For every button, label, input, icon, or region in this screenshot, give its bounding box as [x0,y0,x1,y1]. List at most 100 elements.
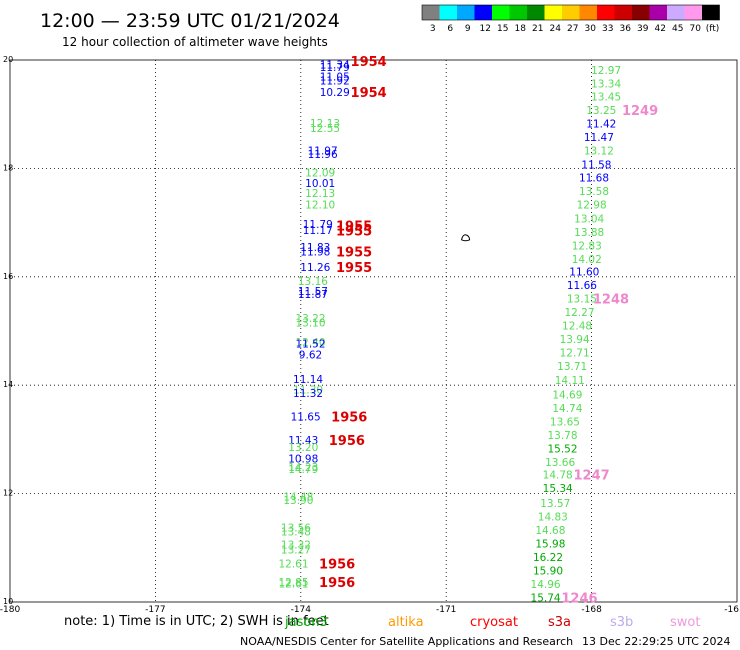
x-tick-label: -174 [291,605,312,615]
y-tick-label: 14 [3,380,13,389]
wave-height-value: 11.30 [293,385,323,397]
wave-height-value: 13.66 [545,457,575,469]
wave-height-value: 13.65 [550,417,580,429]
scale-swatch-33 [597,5,615,20]
wave-height-value: 11.97 [308,146,338,158]
scale-swatch-18 [509,5,527,20]
scale-unit: (ft) [706,24,720,34]
wave-height-value: 14.69 [552,389,582,401]
x-tick-label: -16 [724,605,739,615]
map-markers [461,234,471,242]
scale-swatch-max [702,5,720,20]
wave-height-value: 14.78 [543,470,573,482]
scale-label: 9 [465,24,471,34]
pass-number-label: 1247 [574,469,610,484]
chart-subtitle: 12 hour collection of altimeter wave hei… [62,35,328,49]
scale-label: 36 [620,24,632,34]
wave-height-value: 11.79 [320,62,350,74]
x-tick-label: -168 [581,605,602,615]
wave-height-value: 12.13 [310,118,340,130]
wave-height-value: 11.32 [293,388,323,400]
pass-number-label: 1248 [593,292,629,307]
y-tick-label: 20 [3,55,13,64]
axis-ticks: -180 -177 -174 -171 -168 -16 10 12 14 16 18 20 [0,55,739,615]
wave-height-value: 11.26 [300,262,330,274]
scale-swatch-39 [632,5,650,20]
wave-height-value: 13.25 [586,105,616,117]
x-tick-label: -177 [145,605,165,615]
pass-number-label: 1956 [319,576,355,591]
scale-swatch-70 [684,5,702,20]
scale-label: 42 [655,24,666,34]
wave-height-value: 11.58 [581,160,611,172]
wave-height-value: 11.57 [298,286,328,298]
scale-swatch-3 [422,5,440,20]
y-tick-label: 16 [3,272,13,281]
wave-height-value: 12.40 [295,337,325,349]
satellite-legend-altika: altika [388,615,424,630]
wave-height-values: 11.3411.7911.0511.9210.2912.1312.5511.97… [278,59,621,604]
wave-height-value: 14.02 [572,254,602,266]
satellite-legend-s3a: s3a [548,615,571,630]
pass-number-label: 1955 [336,225,372,240]
wave-height-value: 10.01 [305,178,335,190]
scale-swatch-12 [474,5,492,20]
scale-swatch-30 [579,5,597,20]
wave-height-value: 12.61 [278,579,308,591]
scale-label: 70 [690,24,702,34]
pass-number-label: 1954 [351,55,387,70]
wave-height-value: 14.48 [283,491,313,503]
wave-height-value: 13.12 [584,146,614,158]
scale-label: 18 [515,24,527,34]
wave-height-value: 10.29 [320,87,350,99]
wave-height-value: 13.20 [288,442,318,454]
scale-swatch-24 [544,5,562,20]
wave-height-value: 11.66 [567,280,597,292]
pass-number-label: 1246 [561,592,597,607]
satellite-legend-s3b: s3b [610,615,633,630]
wave-height-value: 11.98 [300,246,330,258]
wave-height-value: 13.10 [295,317,325,329]
wave-height-value: 12.97 [591,65,621,77]
wave-height-value: 12.09 [305,168,335,180]
pass-number-label: 1249 [622,104,658,119]
wave-height-value: 13.22 [295,313,325,325]
wave-height-value: 13.88 [574,227,604,239]
wave-height-value: 12.85 [278,577,308,589]
wave-height-value: 13.34 [591,78,621,90]
wave-height-value: 15.74 [531,593,561,605]
plot-frame [9,59,738,603]
wave-height-value: 11.43 [288,435,318,447]
scale-swatch-15 [492,5,510,20]
wave-height-value: 13.16 [298,276,328,288]
wave-height-value: 11.83 [300,242,330,254]
wave-height-value: 13.56 [281,523,311,535]
scale-label: 15 [497,24,508,34]
wave-height-value: 12.10 [305,200,335,212]
wave-height-value: 13.45 [591,91,621,103]
wave-height-value: 13.15 [567,293,597,305]
scale-border [421,4,720,21]
wave-height-value: 11.14 [293,374,323,386]
wave-height-value: 13.48 [281,527,311,539]
scale-swatch-42 [649,5,667,20]
wave-height-value: 11.05 [320,71,350,83]
wave-height-value: 14.74 [552,403,582,415]
pass-number-label: 1956 [319,558,355,573]
x-tick-label: -180 [0,605,20,615]
wave-height-value: 9.62 [299,349,322,361]
wave-height-value: 13.78 [547,430,577,442]
wave-height-value: 12.55 [310,123,340,135]
wave-height-value: 13.57 [540,498,570,510]
scale-label: 27 [567,24,578,34]
pass-number-label: 1956 [331,411,367,426]
pass-number-label: 1955 [336,245,372,260]
satellite-legend-cryosat: cryosat [470,615,518,630]
pass-number-label: 1956 [329,434,365,449]
wave-height-value: 13.94 [560,334,590,346]
wave-height-value: 14.79 [288,464,318,476]
wave-height-value: 11.87 [298,289,328,301]
scale-label: 30 [585,24,597,34]
scale-swatch-36 [614,5,632,20]
wave-height-value: 11.96 [308,149,338,161]
